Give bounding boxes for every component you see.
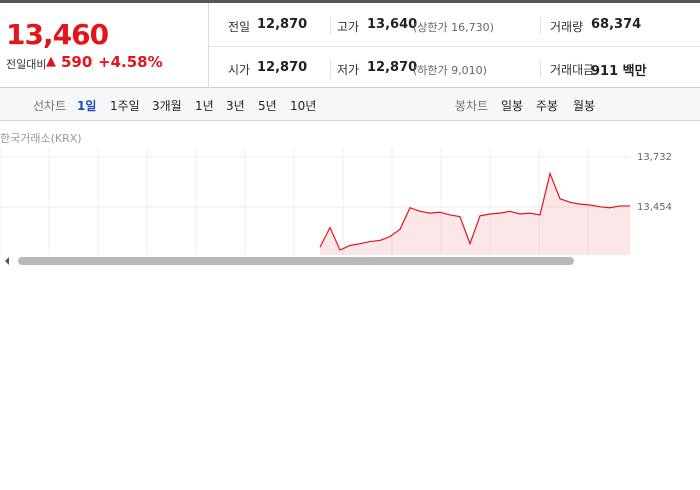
candle-tab[interactable]: 월봉 xyxy=(573,99,596,113)
period-tab[interactable]: 1일 xyxy=(77,99,97,113)
tab-bar: 선차트 1일 1주일 3개월 1년 3년 5년 10년 봉차트 일봉 주봉 월봉 xyxy=(0,88,700,121)
scrollbar-thumb[interactable] xyxy=(18,257,574,265)
candle-tab[interactable]: 일봉 xyxy=(501,99,524,113)
stat-label: 거래대금 xyxy=(550,63,595,77)
stat-note: (하한가 9,010) xyxy=(413,64,487,77)
stat-value: 911 백만 xyxy=(591,64,647,79)
price-box: 13,460 전일대비 ▲ 590 +4.58% xyxy=(0,3,209,88)
price: 13,460 xyxy=(6,18,109,51)
stat-value: 12,870 xyxy=(257,17,308,32)
chart-source: 한국거래소(KRX) xyxy=(0,132,82,145)
period-tab[interactable]: 3년 xyxy=(226,99,245,113)
quote-panel: 13,460 전일대비 ▲ 590 +4.58% 전일 12,870 고가 13,64… xyxy=(0,0,700,88)
scroll-left[interactable] xyxy=(5,257,9,265)
stat-value: 12,870 xyxy=(257,60,308,75)
stat-value: 13,640 xyxy=(367,17,418,32)
price-line xyxy=(319,171,630,251)
stat-note: (상한가 16,730) xyxy=(413,21,494,34)
change-label: 전일대비 xyxy=(6,58,47,71)
period-tab[interactable]: 5년 xyxy=(258,99,277,113)
stat-value: 68,374 xyxy=(591,17,642,32)
period-tab[interactable]: 1년 xyxy=(195,99,214,113)
period-tab[interactable]: 10년 xyxy=(290,99,317,113)
stat-label: 고가 xyxy=(337,20,360,34)
stat-label: 저가 xyxy=(337,63,360,77)
period-tab[interactable]: 1주일 xyxy=(110,99,140,113)
stat-label: 시가 xyxy=(228,63,251,77)
candle-tab[interactable]: 주봉 xyxy=(536,99,559,113)
tab-heading: 봉차트 xyxy=(455,99,489,113)
chart: 13,732 13,454 xyxy=(0,148,700,268)
y-tick-label: 13,732 xyxy=(637,152,672,163)
period-tab[interactable]: 3개월 xyxy=(152,99,182,113)
change: 590 xyxy=(61,53,93,71)
price-area xyxy=(320,173,630,255)
up-arrow: ▲ xyxy=(46,54,56,69)
tab-heading: 선차트 xyxy=(33,99,67,113)
change-pct: +4.58% xyxy=(98,53,163,71)
stat-value: 12,870 xyxy=(367,60,418,75)
y-tick-label: 13,454 xyxy=(637,202,672,213)
stat-label: 거래량 xyxy=(550,20,584,34)
stat-label: 전일 xyxy=(228,20,251,34)
